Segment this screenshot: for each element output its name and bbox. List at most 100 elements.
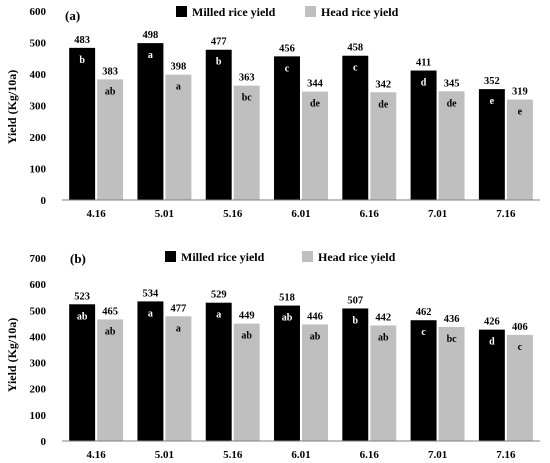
- significance-letter: a: [176, 82, 181, 93]
- data-label: 398: [171, 62, 187, 73]
- legend-label-head: Head rice yield: [321, 5, 399, 19]
- legend-swatch-head: [305, 6, 316, 17]
- bar-milled: [274, 56, 300, 200]
- bar-head: [233, 85, 260, 200]
- significance-letter: ab: [105, 86, 116, 97]
- x-tick-label: 5.16: [223, 208, 243, 220]
- data-label: 465: [102, 306, 118, 317]
- data-label: 342: [375, 79, 391, 90]
- significance-letter: d: [489, 337, 495, 348]
- x-tick-label: 4.16: [87, 449, 107, 461]
- data-label: 449: [239, 311, 255, 322]
- significance-letter: a: [176, 323, 181, 334]
- significance-letter: ab: [282, 313, 293, 324]
- bar-milled: [410, 320, 437, 441]
- legend-label-head: Head rice yield: [318, 250, 396, 264]
- y-axis-label: Yield (Kg/10a): [5, 70, 19, 145]
- bar-milled: [342, 308, 369, 441]
- bar-milled: [69, 304, 96, 441]
- y-tick-label: 700: [30, 253, 47, 265]
- significance-letter: c: [285, 63, 290, 74]
- data-label: 436: [444, 314, 460, 325]
- data-label: 446: [307, 311, 323, 322]
- legend: Milled rice yield Head rice yield: [165, 250, 396, 264]
- significance-letter: a: [216, 310, 221, 321]
- data-label: 456: [279, 43, 295, 54]
- y-axis-ticks: 0 100 200 300 400 500 600: [30, 6, 47, 207]
- significance-letter: b: [216, 57, 222, 68]
- legend-swatch-head: [302, 251, 313, 262]
- bar-head: [302, 324, 328, 441]
- data-label: 523: [74, 291, 90, 302]
- significance-letter: e: [490, 96, 495, 107]
- significance-letter: ab: [310, 331, 321, 342]
- bar-head: [97, 79, 124, 200]
- y-tick-label: 200: [30, 384, 47, 396]
- panel-label: (b): [70, 251, 86, 266]
- y-axis-ticks: 0 100 200 300 400 500 600 700: [30, 253, 47, 448]
- legend-swatch-milled: [165, 251, 176, 262]
- y-tick-label: 300: [30, 101, 47, 113]
- y-tick-label: 200: [30, 132, 47, 144]
- x-tick-label: 7.01: [428, 449, 447, 461]
- significance-letter: bc: [447, 334, 458, 345]
- bar-milled: [205, 49, 232, 201]
- significance-letter: b: [353, 315, 359, 326]
- x-tick-label: 5.01: [155, 449, 174, 461]
- x-tick-label: 4.16: [87, 208, 107, 220]
- significance-letter: ab: [241, 331, 252, 342]
- data-label: 498: [143, 30, 159, 41]
- bar-head: [233, 323, 260, 441]
- data-label: 345: [444, 78, 460, 89]
- x-tick-label: 6.01: [291, 208, 310, 220]
- bar-head: [438, 91, 465, 200]
- significance-letter: a: [148, 308, 153, 319]
- x-tick-label: 6.01: [291, 449, 310, 461]
- y-axis-label: Yield (Kg/10a): [5, 318, 19, 393]
- bars: 523 ab 465 ab 534 a 477 a 529 a 449 ab 518 ab 446 ab 507…: [69, 288, 533, 441]
- y-tick-label: 0: [41, 195, 47, 207]
- data-label: 363: [239, 73, 255, 84]
- panel-label: (a): [65, 8, 80, 23]
- x-axis-ticks: 4.16 5.01 5.16 6.01 6.16 7.01 7.16: [87, 449, 516, 461]
- bar-head: [506, 99, 533, 200]
- bar-head: [302, 91, 328, 200]
- x-tick-label: 6.16: [360, 208, 380, 220]
- bar-milled: [137, 43, 164, 200]
- y-tick-label: 100: [30, 410, 47, 422]
- bar-head: [370, 92, 397, 200]
- data-label: 458: [347, 43, 363, 54]
- data-label: 442: [375, 312, 391, 323]
- y-tick-label: 600: [30, 6, 47, 18]
- data-label: 383: [102, 66, 118, 77]
- significance-letter: d: [421, 78, 427, 89]
- bar-milled: [478, 329, 505, 441]
- data-label: 483: [74, 35, 90, 46]
- chart-panel-b: (b) Milled rice yield Head rice yield Yi…: [5, 250, 540, 461]
- data-label: 319: [512, 87, 528, 98]
- y-tick-label: 400: [30, 331, 47, 343]
- bar-head: [97, 319, 124, 441]
- y-tick-label: 400: [30, 69, 47, 81]
- significance-letter: c: [353, 63, 358, 74]
- x-tick-label: 5.16: [223, 449, 243, 461]
- bar-milled: [205, 302, 232, 441]
- significance-letter: a: [148, 50, 153, 61]
- significance-letter: c: [518, 342, 523, 353]
- significance-letter: ab: [77, 311, 88, 322]
- x-tick-label: 7.16: [496, 208, 516, 220]
- y-tick-label: 500: [30, 38, 47, 50]
- data-label: 518: [279, 293, 295, 304]
- significance-letter: ab: [105, 326, 116, 337]
- data-label: 406: [512, 322, 528, 333]
- bar-head: [165, 74, 192, 200]
- y-tick-label: 0: [41, 436, 47, 448]
- data-label: 426: [484, 317, 500, 328]
- significance-letter: de: [447, 98, 458, 109]
- significance-letter: de: [378, 99, 389, 110]
- significance-letter: b: [79, 55, 85, 66]
- bar-milled: [137, 301, 164, 441]
- significance-letter: e: [518, 107, 523, 118]
- legend-swatch-milled: [176, 6, 187, 17]
